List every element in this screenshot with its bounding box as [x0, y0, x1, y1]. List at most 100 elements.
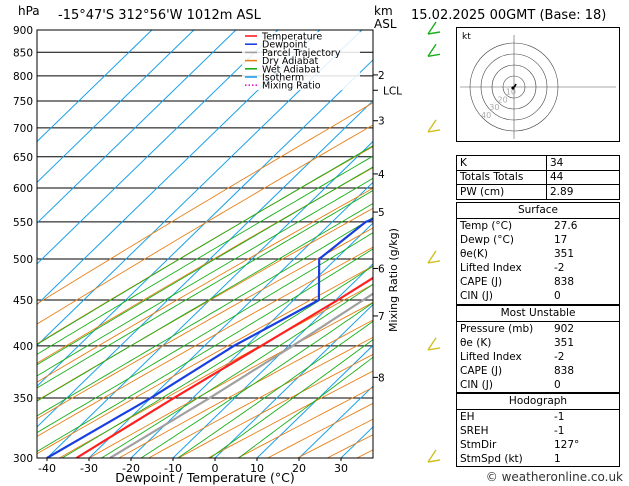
wet-adiabat-line: [37, 216, 373, 417]
isotherm-line: [172, 263, 373, 458]
hodograph-title: Hodograph: [508, 395, 568, 407]
km-tick-label: 2: [378, 70, 385, 82]
row-value: 27.6: [554, 220, 578, 232]
pressure-tick-label: 350: [13, 393, 33, 405]
most-unstable-block: Most Unstable Pressure (mb) 902 θe (K) 351…: [456, 305, 620, 393]
mixing-ratio-label: 3: [447, 177, 452, 187]
temperature-tick-label: -40: [38, 462, 56, 475]
dry-adiabat-line: [118, 319, 373, 458]
copyright-footer: © weatheronline.co.uk: [485, 470, 623, 484]
row-label: CAPE (J): [460, 276, 503, 288]
km-tick-label: 4: [378, 169, 385, 181]
plot-frame: [36, 29, 374, 459]
row-value: 17: [554, 234, 568, 246]
wet-adiabat-line: [101, 283, 373, 458]
dry-adiabat-line: [37, 227, 373, 420]
isotherm-line: [37, 30, 279, 265]
pressure-tick-label: 800: [13, 71, 33, 83]
hodo-row: StmSpd (kt) 1: [457, 452, 619, 466]
dewpoint-line: [46, 217, 373, 458]
row-label: Pressure (mb): [460, 323, 534, 335]
index-value: 44: [546, 169, 620, 186]
hodograph-ring-label: 20: [498, 95, 508, 104]
row-value: -2: [554, 262, 565, 274]
wet-adiabat-line: [37, 177, 373, 377]
pressure-tick-label: 700: [13, 123, 33, 135]
temperature-tick-label: 10: [250, 462, 264, 475]
dry-adiabat-line: [37, 187, 373, 383]
row-label: CAPE (J): [460, 365, 503, 377]
wind-barb: [427, 53, 441, 57]
row-value: -1: [554, 411, 565, 423]
hodo-row: EH -1: [457, 410, 619, 424]
index-label: Totals Totals: [456, 169, 547, 186]
row-value: 0: [554, 379, 561, 391]
km-tick-label: 6: [378, 263, 385, 275]
mixing-ratio-label: 1: [392, 177, 397, 187]
isotherm-line: [130, 222, 373, 458]
row-label: θe(K): [460, 248, 488, 260]
pressure-unit-label: hPa: [18, 4, 40, 18]
index-row: PW (cm) 2.89: [456, 184, 620, 200]
dry-adiabat-line: [37, 102, 373, 305]
row-value: 127°: [554, 439, 580, 451]
wind-barb: [427, 250, 437, 264]
wind-barb: [427, 129, 441, 133]
wet-adiabat-line: [140, 302, 373, 458]
index-label: PW (cm): [456, 184, 547, 200]
dry-adiabat-line: [37, 265, 373, 455]
wet-adiabat-line: [37, 232, 373, 434]
isotherm-line: [256, 344, 373, 458]
km-tick-label: 3: [378, 116, 385, 128]
row-label: SREH: [460, 425, 489, 437]
isotherm-line: [298, 385, 373, 458]
hodo-row: StmDir 127°: [457, 438, 619, 452]
surface-row: θe(K) 351: [457, 247, 619, 261]
isotherm-line: [37, 30, 363, 347]
parcel-trajectory-line: [109, 292, 373, 458]
surface-row: CIN (J) 0: [457, 289, 619, 303]
km-tick-label: 8: [378, 372, 385, 384]
isotherm-line: [214, 303, 373, 458]
wind-barb: [427, 260, 441, 264]
isotherm-line: [37, 59, 373, 387]
wind-barb: [427, 459, 441, 463]
pressure-tick-label: 900: [13, 25, 33, 37]
dry-adiabat-line: [37, 124, 373, 325]
location-title: -15°47'S 312°56'W 1012m ASL: [58, 8, 261, 23]
wet-adiabat-line: [177, 320, 373, 458]
hodo-row: SREH -1: [457, 424, 619, 438]
wet-adiabat-line: [37, 155, 373, 355]
pressure-tick-label: 750: [13, 96, 33, 108]
index-value: 2.89: [546, 184, 620, 200]
wind-barb: [427, 449, 437, 463]
row-value: -1: [554, 425, 565, 437]
wind-barb: [427, 43, 437, 57]
wet-adiabat-line: [37, 145, 373, 345]
wind-barb: [427, 31, 441, 35]
mu-row: CIN (J) 0: [457, 378, 619, 392]
legend-label: Parcel Trajectory: [262, 48, 341, 59]
row-label: θe (K): [460, 337, 492, 349]
hodograph-ring-label: 30: [489, 103, 499, 112]
asl-unit-label: ASL: [374, 17, 397, 31]
row-label: CIN (J): [460, 379, 493, 391]
row-value: -2: [554, 351, 565, 363]
row-value: 0: [554, 290, 561, 302]
row-label: StmSpd (kt): [460, 453, 523, 465]
isotherm-line: [37, 100, 373, 428]
km-tick-label: LCL: [383, 85, 402, 97]
storm-motion-marker: [511, 86, 515, 90]
km-unit-label: km: [374, 4, 393, 18]
legend-label: Temperature: [261, 32, 322, 43]
most-unstable-title: Most Unstable: [500, 307, 576, 319]
indices-table: K 34 Totals Totals 44 PW (cm) 2.89: [456, 155, 620, 200]
temperature-tick-label: -30: [80, 462, 98, 475]
index-row: K 34: [456, 155, 620, 171]
legend-background: [242, 32, 360, 90]
isotherm-line: [37, 30, 195, 183]
row-value: 351: [554, 248, 575, 260]
pressure-tick-label: 650: [13, 152, 33, 164]
